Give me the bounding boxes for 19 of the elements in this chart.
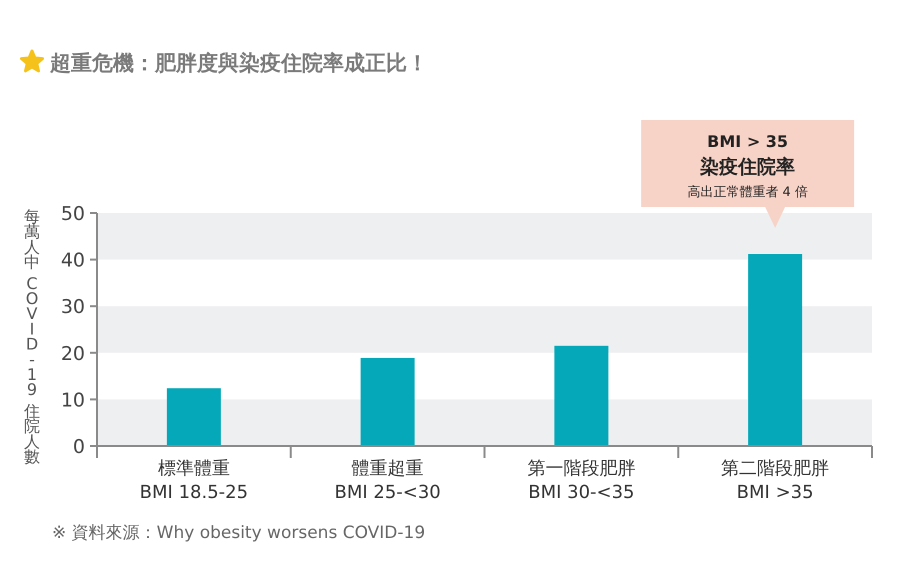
- y-tick-label: 20: [60, 342, 85, 365]
- text: 高出正常體重者 4 倍: [687, 184, 808, 200]
- text: BMI > 35 染疫住院率: [699, 132, 796, 178]
- x-tick-label: 第二階段肥胖 BMI >35: [721, 458, 830, 503]
- y-tick-label: 40: [60, 250, 85, 272]
- bar: [748, 254, 802, 446]
- text: ※ 資料來源：Why obesity worsens COVID-19: [52, 523, 426, 543]
- bar: [554, 346, 608, 446]
- y-tick-label: 50: [60, 203, 85, 225]
- bar: [166, 388, 221, 446]
- y-tick-label: 0: [72, 436, 85, 458]
- y-tick-label: 10: [60, 389, 85, 412]
- y-tick-label: 30: [60, 296, 85, 318]
- text: 每萬人中 COVID-19 住院人數: [24, 207, 40, 466]
- chart-title: 超重危機：肥胖度與染疫住院率成正比！: [49, 51, 428, 75]
- x-tick-label: 標準體重 BMI 18.5-25: [140, 458, 248, 503]
- bar: [360, 358, 415, 446]
- x-tick-label: 第一階段肥胖 BMI 30-<35: [527, 458, 636, 503]
- x-tick-label: 體重超重 BMI 25-<30: [334, 458, 441, 503]
